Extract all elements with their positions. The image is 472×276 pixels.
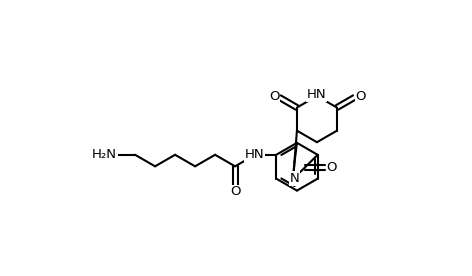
Text: O: O [230,185,240,198]
Text: O: O [355,89,366,102]
Text: HN: HN [245,148,264,161]
Text: O: O [326,161,337,174]
Text: N: N [289,172,299,185]
Text: O: O [269,89,279,102]
Text: H₂N: H₂N [92,148,117,161]
Text: HN: HN [307,88,326,101]
